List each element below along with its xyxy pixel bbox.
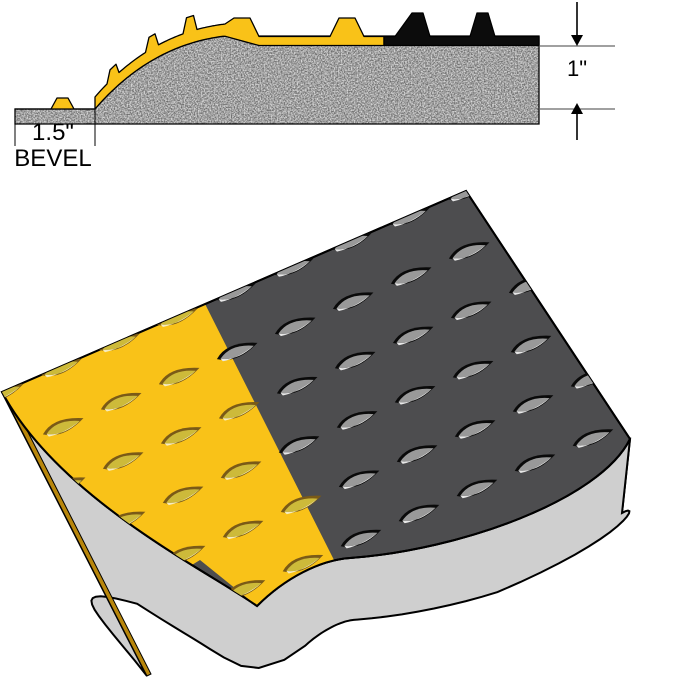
svg-text:BEVEL: BEVEL xyxy=(14,145,91,172)
svg-text:1": 1" xyxy=(567,56,587,81)
svg-text:1.5": 1.5" xyxy=(32,119,74,146)
